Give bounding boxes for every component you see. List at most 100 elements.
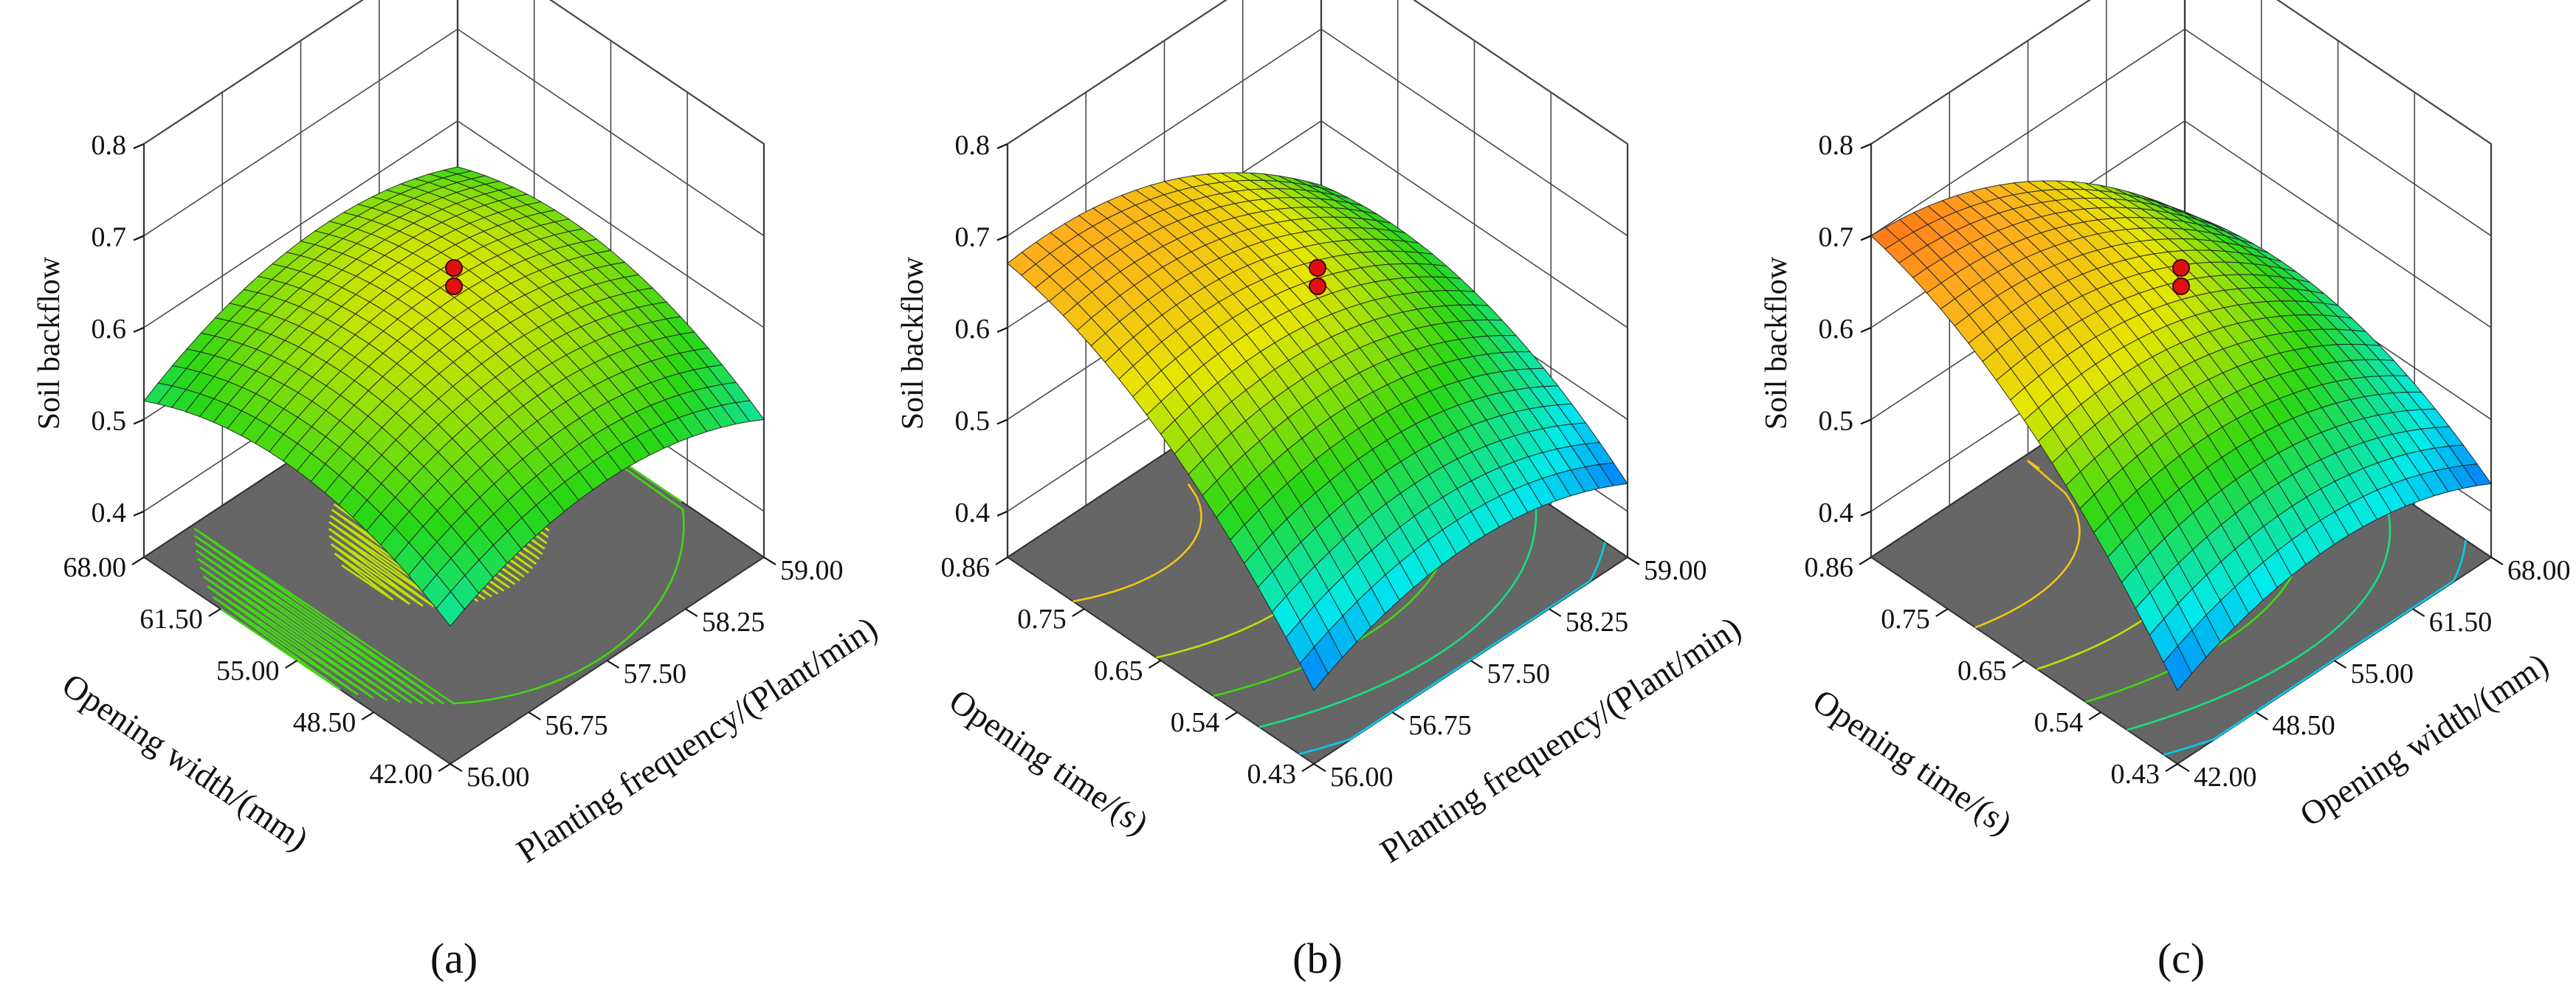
panel-caption: (b) [1292,934,1343,982]
z-tick-label: 0.8 [1819,130,1854,161]
y-tick [995,557,1008,565]
x-tick [2177,763,2190,772]
z-tick [996,235,1008,241]
y-tick-label: 0.43 [2111,759,2160,790]
surface-facet [1299,646,1329,692]
contour-line [1298,542,1606,755]
y-tick [1859,557,1872,565]
y-tick-label: 42.00 [370,759,433,790]
x-tick [2412,608,2425,617]
x-tick [450,763,463,772]
z-tick-label: 0.6 [92,314,127,345]
chart-panel-3: 0.4 0.5 0.6 0.7 0.8 Soil backflow 0.86 0.75 0.65… [1760,0,2571,982]
x-tick [1313,763,1326,772]
x-tick-label: 56.00 [466,762,530,793]
x-tick [763,557,776,565]
z-tick [133,142,145,150]
y-tick [284,660,298,669]
y-tick [2165,763,2178,772]
z-tick-label: 0.5 [1819,405,1854,436]
z-tick-label: 0.4 [955,497,991,528]
z-tick [996,142,1008,150]
contour-line [193,349,685,705]
contour-line [1974,459,2081,629]
y-tick [208,608,221,617]
x-tick-label: 56.75 [545,710,608,741]
y-tick-label: 0.54 [2034,707,2084,738]
y-tick-label: 55.00 [216,655,280,686]
y-tick-label: 0.86 [1805,552,1854,583]
z-tick-label: 0.5 [955,405,991,436]
contour-line [2163,540,2467,756]
contour-line [1258,494,1537,728]
y-tick [1935,608,1949,617]
design-point [2172,259,2190,277]
z-tick-label: 0.7 [1819,221,1854,252]
z-tick [1860,510,1872,517]
z-tick [1860,326,1872,333]
y-tick [1225,712,1238,720]
y-tick-label: 0.65 [1957,655,2007,686]
z-axis-label: Soil backflow [32,256,66,430]
z-tick [133,235,145,241]
x-tick-label: 48.50 [2272,710,2335,741]
surface-facet [2163,645,2192,692]
contour-line [1072,483,1202,603]
x-tick [1470,660,1484,669]
y-tick [361,712,374,720]
z-axis-label: Soil backflow [1760,256,1794,430]
z-tick-label: 0.6 [1819,314,1854,345]
x-tick-label: 61.50 [2429,607,2493,638]
design-point [2172,277,2190,295]
chart-panel-1: 0.4 0.5 0.6 0.7 0.8 Soil backflow 68.00 61.50 55… [32,0,884,982]
y-tick [1301,763,1315,772]
z-tick [133,510,145,517]
response-surface [143,166,765,627]
y-tick-label: 0.75 [1017,604,1067,635]
x-tick-label: 58.25 [702,607,765,638]
z-tick-label: 0.5 [92,405,127,436]
x-tick-label: 57.50 [1487,658,1551,689]
x-tick-label: 59.00 [780,555,844,586]
design-point [445,259,463,277]
z-tick-label: 0.4 [92,497,127,528]
z-axis-label: Soil backflow [896,256,930,430]
z-tick [1860,235,1872,241]
y-tick-label: 48.50 [293,707,357,738]
x-tick-label: 59.00 [1644,555,1707,586]
design-point [1309,259,1326,277]
z-tick [133,326,145,333]
response-surface [1007,172,1628,692]
x-tick [2255,712,2268,720]
gridline-z [1870,28,2492,237]
panel-caption: (c) [2157,934,2205,982]
x-tick-label: 58.25 [1566,607,1629,638]
y-tick-label: 61.50 [140,604,203,635]
x-tick [685,608,698,617]
z-tick-label: 0.4 [1819,497,1854,528]
design-point [1309,277,1326,295]
x-tick [2490,557,2504,565]
gridline-z [143,28,765,237]
z-tick-label: 0.6 [955,314,991,345]
gridline-z [143,120,765,328]
z-tick [1860,418,1872,425]
gridline-z [1007,0,1628,145]
x-tick [2333,660,2347,669]
z-tick [996,418,1008,425]
y-axis-label: Opening width/(mm) [55,666,315,858]
x-tick [528,712,541,720]
y-tick-label: 0.86 [941,552,991,583]
x-tick [606,660,620,669]
x-tick-label: 55.00 [2351,658,2414,689]
response-surface [1870,180,2492,692]
gridline-z [1870,0,2492,145]
x-tick-label: 56.00 [1330,762,1394,793]
z-tick-label: 0.8 [955,130,991,161]
x-tick-label: 57.50 [624,658,687,689]
y-tick-label: 0.43 [1247,759,1297,790]
y-tick [2088,712,2101,720]
z-tick [996,326,1008,333]
surface-facet [435,590,465,627]
